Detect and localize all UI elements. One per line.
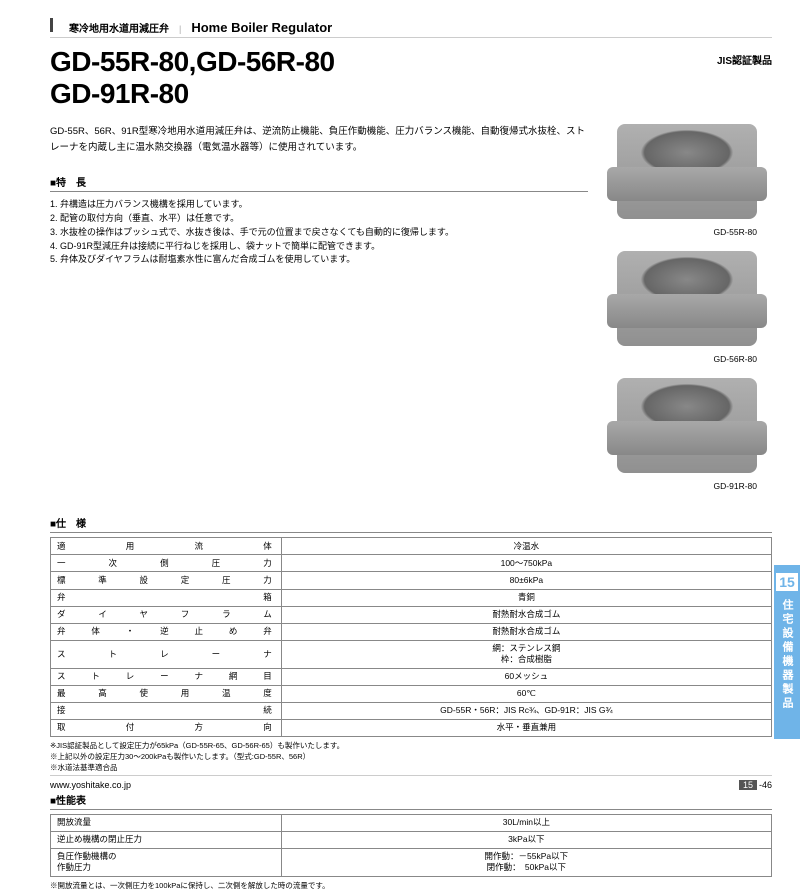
page-section: 15 (739, 780, 757, 790)
spec-value: 60メッシュ (281, 668, 771, 685)
spec-key: 弁箱 (51, 589, 282, 606)
page-footer: www.yoshitake.co.jp 15-46 (50, 775, 772, 790)
footer-url: www.yoshitake.co.jp (50, 780, 131, 790)
note-line: ※水道法基準適合品 (50, 763, 772, 774)
spec-notes: ※JIS認証製品として設定圧力が65kPa（GD-55R-65、GD-56R-6… (50, 741, 772, 774)
page-number: 15-46 (739, 780, 772, 790)
spec-value: 冷温水 (281, 538, 771, 555)
section-title-vertical: 住宅設備機器製品 (779, 599, 795, 711)
feature-item: 3. 水抜栓の操作はプッシュ式で、水抜き後は、手で元の位置まで戻さなくても自動的… (50, 226, 588, 240)
spec-key: 一次側圧力 (51, 555, 282, 572)
model-title-line2: GD-91R-80 (50, 78, 335, 110)
spec-key: ストレーナ (51, 640, 282, 668)
perf-heading: ■性能表 (50, 792, 772, 810)
perf-value: 3kPa以下 (281, 831, 771, 848)
spec-value: 青銅 (281, 589, 771, 606)
product-image (617, 378, 757, 473)
jis-badge: JIS認証製品 (717, 52, 772, 67)
product-caption: GD-91R-80 (617, 481, 757, 491)
intro-text: GD-55R、56R、91R型寒冷地用水道用減圧弁は、逆流防止機能、負圧作動機能… (50, 124, 588, 155)
spec-value: 網：ステンレス鋼 枠：合成樹脂 (281, 640, 771, 668)
spec-key: 取付方向 (51, 719, 282, 736)
spec-key: ダイヤフラム (51, 606, 282, 623)
perf-table: 開放流量30L/min以上逆止め機構の閉止圧力3kPa以下負圧作動機構の 作動圧… (50, 814, 772, 877)
product-caption: GD-56R-80 (617, 354, 757, 364)
product-image (617, 124, 757, 219)
category-en: Home Boiler Regulator (191, 20, 332, 35)
perf-key: 逆止め機構の閉止圧力 (51, 831, 282, 848)
page-sub: -46 (759, 780, 772, 790)
spec-key: 接続 (51, 702, 282, 719)
product-image (617, 251, 757, 346)
spec-value: 80±6kPa (281, 572, 771, 589)
features-list: 1. 弁構造は圧力バランス機構を採用しています。 2. 配管の取付方向（垂直、水… (50, 198, 588, 268)
product-image-column: GD-55R-80 GD-56R-80 GD-91R-80 (602, 124, 772, 497)
spec-value: 60℃ (281, 685, 771, 702)
spec-key: 適用流体 (51, 538, 282, 555)
section-side-tab: 15 住宅設備機器製品 (774, 565, 800, 739)
note-line: ※JIS認証製品として設定圧力が65kPa（GD-55R-65、GD-56R-6… (50, 741, 772, 752)
category-jp: 寒冷地用水道用減圧弁 (69, 20, 169, 35)
perf-key: 開放流量 (51, 814, 282, 831)
perf-value: 開作動：－55kPa以下 閉作動： 50kPa以下 (281, 848, 771, 876)
perf-key: 負圧作動機構の 作動圧力 (51, 848, 282, 876)
category-header: 寒冷地用水道用減圧弁 | Home Boiler Regulator (50, 18, 772, 38)
spec-value: 水平・垂直兼用 (281, 719, 771, 736)
feature-item: 2. 配管の取付方向（垂直、水平）は任意です。 (50, 212, 588, 226)
spec-table: 適用流体冷温水一次側圧力100～750kPa標準設定圧力80±6kPa弁箱青銅ダ… (50, 537, 772, 737)
spec-value: 耐熱耐水合成ゴム (281, 606, 771, 623)
spec-value: 耐熱耐水合成ゴム (281, 623, 771, 640)
perf-notes: ※開放流量とは、一次側圧力を100kPaに保持し、二次側を解放した時の流量です。 (50, 881, 772, 892)
product-caption: GD-55R-80 (617, 227, 757, 237)
features-heading: ■特 長 (50, 174, 588, 192)
feature-item: 1. 弁構造は圧力バランス機構を採用しています。 (50, 198, 588, 212)
feature-item: 4. GD-91R型減圧弁は接続に平行ねじを採用し、袋ナットで簡単に配管できます… (50, 240, 588, 254)
note-line: ※開放流量とは、一次側圧力を100kPaに保持し、二次側を解放した時の流量です。 (50, 881, 772, 892)
feature-item: 5. 弁体及びダイヤフラムは耐塩素水性に富んだ合成ゴムを使用しています。 (50, 253, 588, 267)
spec-key: 標準設定圧力 (51, 572, 282, 589)
accent-bar (50, 18, 53, 32)
spec-key: ストレーナ網目 (51, 668, 282, 685)
spec-value: 100～750kPa (281, 555, 771, 572)
spec-key: 最高使用温度 (51, 685, 282, 702)
perf-value: 30L/min以上 (281, 814, 771, 831)
spec-value: GD-55R・56R：JIS Rc¾、GD-91R：JIS G¾ (281, 702, 771, 719)
model-title-line1: GD-55R-80,GD-56R-80 (50, 46, 335, 78)
section-number: 15 (776, 573, 798, 591)
spec-heading: ■仕 様 (50, 515, 772, 533)
note-line: ※上記以外の設定圧力30～200kPaも製作いたします。（型式:GD-55R、5… (50, 752, 772, 763)
model-title: GD-55R-80,GD-56R-80 GD-91R-80 (50, 46, 335, 110)
spec-key: 弁体・逆止め弁 (51, 623, 282, 640)
